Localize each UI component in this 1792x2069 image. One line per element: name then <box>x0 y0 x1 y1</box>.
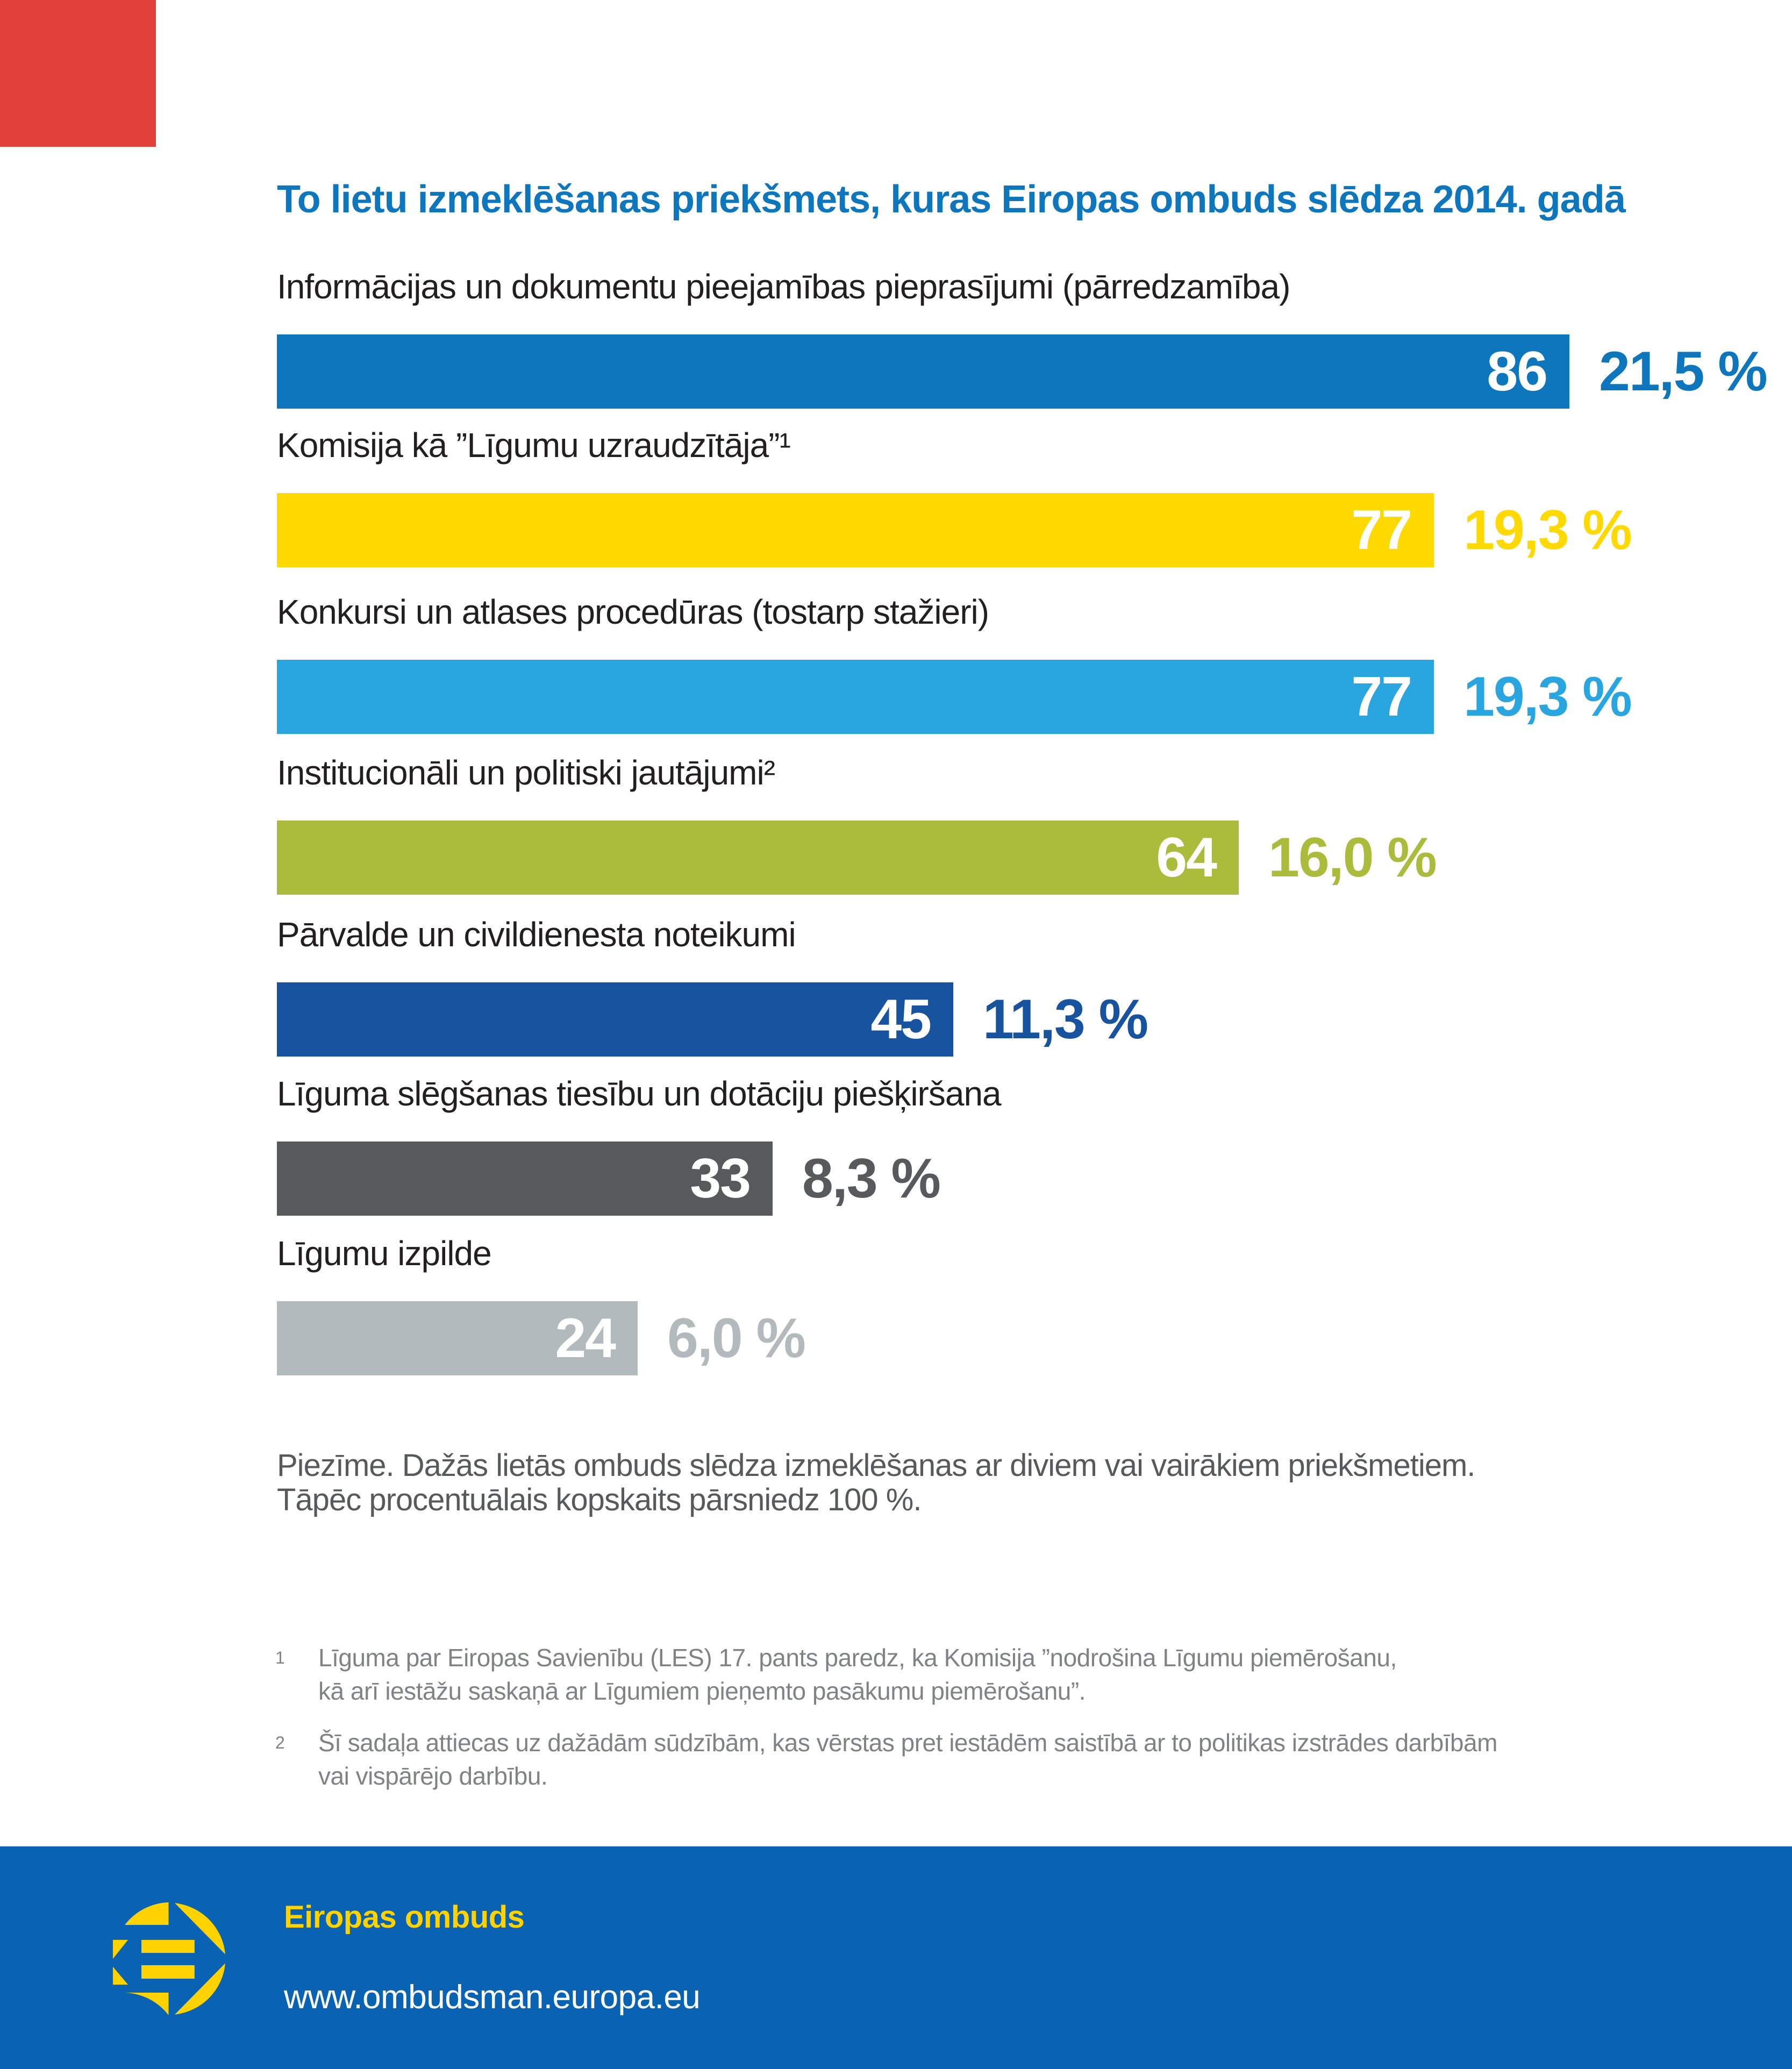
bar-value-label: 64 <box>1156 826 1217 889</box>
footnote-2: 2 Šī sadaļa attiecas uz dažādām sūdzībām… <box>275 1726 1497 1793</box>
footnote-2-text: Šī sadaļa attiecas uz dažādām sūdzībām, … <box>318 1726 1497 1793</box>
footer-org-name: Eiropas ombuds <box>284 1900 525 1935</box>
footer-website-url: www.ombudsman.europa.eu <box>284 1979 701 2016</box>
bar-label: Līgumu izpilde <box>277 1234 492 1273</box>
bar: 77 <box>277 493 1434 567</box>
bar-value-label: 77 <box>1351 499 1412 561</box>
footnote-2-line2: vai vispārējo darbību. <box>318 1762 548 1790</box>
footnote-2-marker: 2 <box>275 1733 285 1752</box>
footer-band: Eiropas ombuds www.ombudsman.europa.eu <box>0 1846 1792 2069</box>
bar-value-label: 77 <box>1351 666 1412 728</box>
bar-value-label: 45 <box>870 988 932 1051</box>
footnote-1-line1: Līguma par Eiropas Savienību (LES) 17. p… <box>318 1644 1397 1672</box>
footnote-1: 1 Līguma par Eiropas Savienību (LES) 17.… <box>275 1641 1397 1708</box>
footnote-1-line2: kā arī iestāžu saskaņā ar Līgumiem pieņe… <box>318 1677 1086 1705</box>
corner-accent-tab <box>0 0 156 147</box>
bar: 24 <box>277 1301 638 1375</box>
chart-note: Piezīme. Dažās lietās ombuds slēdza izme… <box>277 1449 1475 1517</box>
footnote-1-text: Līguma par Eiropas Savienību (LES) 17. p… <box>318 1641 1397 1708</box>
bar-label: Informācijas un dokumentu pieejamības pi… <box>277 267 1290 306</box>
bar-value-label: 33 <box>690 1147 751 1210</box>
european-ombudsman-logo-icon <box>112 1902 225 2015</box>
bar: 86 <box>277 334 1569 409</box>
bar: 77 <box>277 660 1434 734</box>
bar-value-label: 24 <box>555 1307 616 1369</box>
bar: 64 <box>277 821 1239 895</box>
bar-value-label: 86 <box>1487 340 1548 403</box>
bar-percent-label: 8,3 % <box>802 1147 941 1210</box>
bar: 45 <box>277 982 953 1057</box>
page-title: To lietu izmeklēšanas priekšmets, kuras … <box>277 178 1626 222</box>
bar-label: Komisija kā ”Līgumu uzraudzītāja”¹ <box>277 426 791 465</box>
bar-percent-label: 19,3 % <box>1463 666 1632 728</box>
bar-percent-label: 11,3 % <box>983 988 1148 1051</box>
bar-percent-label: 6,0 % <box>667 1307 806 1369</box>
bar-label: Pārvalde un civildienesta noteikumi <box>277 915 796 954</box>
horizontal-bar-chart: Informācijas un dokumentu pieejamības pi… <box>277 267 1768 1375</box>
bar-percent-label: 21,5 % <box>1599 340 1768 403</box>
bar-label: Institucionāli un politiski jautājumi² <box>277 753 775 792</box>
bar-label: Konkursi un atlases procedūras (tostarp … <box>277 593 989 631</box>
bar-percent-label: 19,3 % <box>1463 499 1632 561</box>
bar-percent-label: 16,0 % <box>1268 826 1437 889</box>
footnote-1-marker: 1 <box>275 1648 285 1667</box>
chart-note-line2: Tāpēc procentuālais kopskaits pārsniedz … <box>277 1482 922 1517</box>
bar-label: Līguma slēgšanas tiesību un dotāciju pie… <box>277 1074 1002 1113</box>
bar: 33 <box>277 1141 773 1216</box>
chart-note-line1: Piezīme. Dažās lietās ombuds slēdza izme… <box>277 1448 1475 1483</box>
footnote-2-line1: Šī sadaļa attiecas uz dažādām sūdzībām, … <box>318 1729 1497 1757</box>
